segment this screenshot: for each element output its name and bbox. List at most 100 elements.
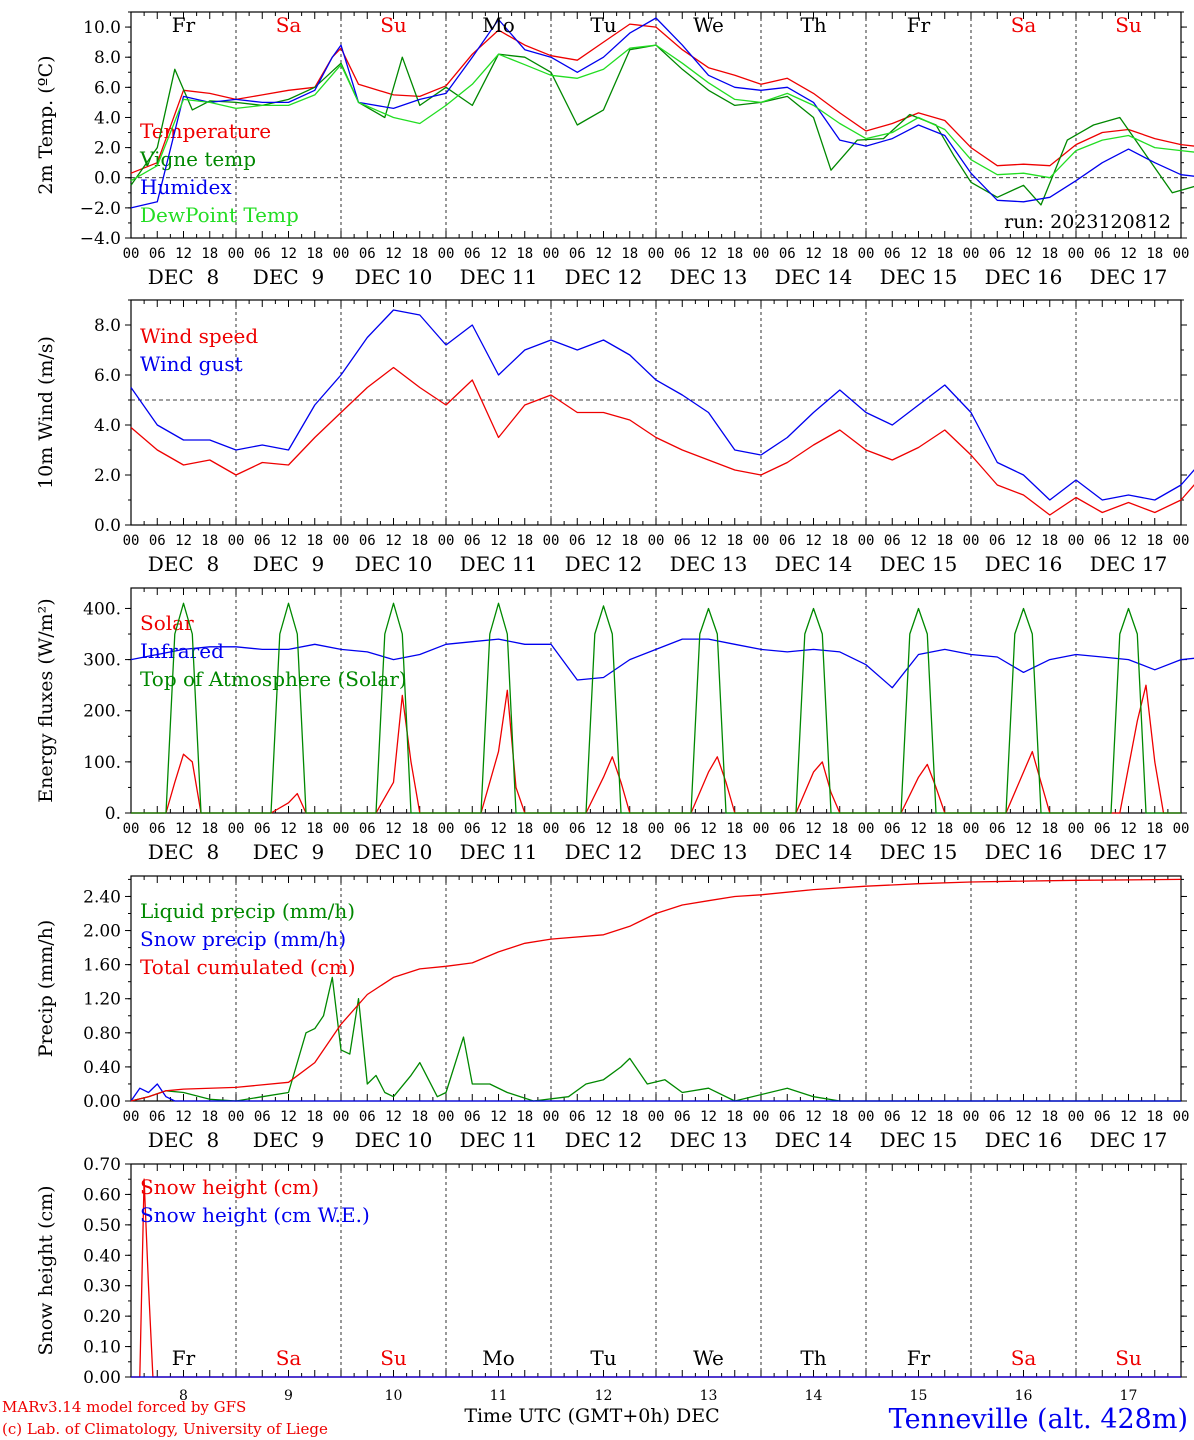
x-hour-label: 18: [621, 533, 638, 549]
x-hour-label: 00: [123, 821, 140, 837]
x-hour-label: 06: [254, 246, 271, 262]
y-axis-label: 10m Wind (m/s): [35, 336, 57, 489]
chart-panel-3: 0. 100. 200. 300. 400. Energy fluxes (W/m²) So…: [35, 587, 1194, 864]
x-hour-label: 12: [490, 246, 507, 262]
x-hour-label: 12: [385, 821, 402, 837]
x-hour-label: 12: [910, 246, 927, 262]
x-hour-label: 18: [936, 821, 953, 837]
weekday-label: Th: [800, 13, 826, 37]
x-hour-label: 00: [123, 1109, 140, 1125]
x-hour-label: 00: [1068, 246, 1085, 262]
x-hour-label: 00: [438, 246, 455, 262]
x-hour-label: 18: [411, 821, 428, 837]
x-date-label: DEC 13: [670, 840, 748, 864]
x-hour-label: 06: [149, 821, 166, 837]
x-hour-label: 06: [674, 821, 691, 837]
y-tick-label: 0.0: [94, 516, 121, 536]
x-hour-label: 12: [805, 533, 822, 549]
x-hour-label: 06: [779, 246, 796, 262]
x-hour-label: 00: [753, 246, 770, 262]
y-tick-label: 2.0: [94, 139, 121, 159]
x-hour-label: 06: [1094, 533, 1111, 549]
weekday-label: Th: [800, 1346, 826, 1370]
x-hour-label: 06: [989, 533, 1006, 549]
x-hour-label: 00: [753, 821, 770, 837]
station-title: Tenneville (alt. 428m): [889, 1404, 1188, 1435]
x-hour-label: 00: [753, 533, 770, 549]
y-tick-label: 6.0: [94, 78, 121, 98]
x-date-label: DEC 14: [775, 840, 853, 864]
series-line-dewpoint-temp: [130, 44, 1194, 182]
y-tick-label: 0.50: [83, 1216, 121, 1236]
x-hour-label: 12: [1015, 246, 1032, 262]
x-hour-label: 18: [1041, 533, 1058, 549]
x-hour-label: 06: [569, 1109, 586, 1125]
x-hour-label: 06: [779, 1109, 796, 1125]
x-hour-label: 18: [516, 821, 533, 837]
legend-entry: Total cumulated (cm): [140, 955, 356, 979]
x-date-label: DEC 8: [148, 840, 219, 864]
x-hour-label: 00: [438, 533, 455, 549]
x-hour-label: 12: [280, 533, 297, 549]
x-hour-label: 12: [805, 1109, 822, 1125]
x-date-label: DEC 12: [565, 1128, 643, 1152]
x-hour-label: 06: [1094, 1109, 1111, 1125]
x-hour-label: 12: [175, 533, 192, 549]
day-number-label: 8: [179, 1388, 188, 1404]
y-tick-label: 0.10: [83, 1338, 121, 1358]
weekday-label: Sa: [1011, 1346, 1037, 1370]
x-hour-label: 06: [674, 246, 691, 262]
x-date-label: DEC 11: [460, 840, 538, 864]
x-hour-label: 18: [621, 821, 638, 837]
x-date-label: DEC 17: [1090, 552, 1168, 576]
y-tick-label: 0.40: [83, 1246, 121, 1266]
x-date-label: DEC 15: [880, 840, 958, 864]
x-hour-label: 18: [726, 246, 743, 262]
x-hour-label: 18: [411, 533, 428, 549]
x-hour-label: 06: [569, 821, 586, 837]
legend-entry: Infrared: [140, 639, 224, 663]
x-date-label: DEC 9: [253, 552, 324, 576]
x-hour-label: 12: [175, 821, 192, 837]
x-hour-label: 00: [543, 246, 560, 262]
x-hour-label: 00: [228, 821, 245, 837]
chart-panel-5: 0.00 0.10 0.20 0.30 0.40 0.50 0.60 0.70 Snow hei…: [35, 1155, 1187, 1404]
x-hour-label: 18: [621, 246, 638, 262]
x-hour-label: 18: [201, 246, 218, 262]
y-tick-label: 0.80: [83, 1024, 121, 1044]
x-hour-label: 18: [411, 246, 428, 262]
x-hour-label: 00: [1173, 1109, 1190, 1125]
x-hour-label: 00: [438, 821, 455, 837]
day-number-label: 15: [910, 1388, 928, 1404]
x-hour-label: 00: [858, 246, 875, 262]
y-tick-label: 100.: [83, 753, 121, 773]
x-hour-label: 00: [648, 533, 665, 549]
series-line-wind-speed: [130, 366, 1194, 516]
x-date-label: DEC 10: [355, 552, 433, 576]
x-date-label: DEC 9: [253, 265, 324, 289]
x-hour-label: 06: [989, 246, 1006, 262]
x-hour-label: 18: [1041, 246, 1058, 262]
legend-entry: Snow height (cm W.E.): [140, 1203, 370, 1227]
chart-panel-4: 0.00 0.40 0.80 1.20 1.60 2.00 2.40 Precip (mm/h…: [35, 875, 1190, 1152]
x-hour-label: 06: [884, 821, 901, 837]
x-hour-label: 18: [726, 821, 743, 837]
x-date-label: DEC 16: [985, 552, 1063, 576]
x-date-label: DEC 17: [1090, 265, 1168, 289]
x-hour-label: 12: [700, 246, 717, 262]
weekday-label: Fr: [907, 1346, 931, 1370]
y-tick-label: −4.0: [80, 229, 121, 249]
copyright-credit: (c) Lab. of Climatology, University of L…: [2, 1420, 328, 1438]
y-tick-label: 2.40: [83, 887, 121, 907]
x-hour-label: 00: [1068, 533, 1085, 549]
y-tick-label: 0.: [105, 804, 121, 824]
legend-entry: Snow precip (mm/h): [140, 927, 346, 951]
x-hour-label: 18: [1146, 821, 1163, 837]
y-tick-label: 8.0: [94, 316, 121, 336]
x-hour-label: 12: [700, 1109, 717, 1125]
weekday-label: We: [693, 13, 724, 37]
x-hour-label: 12: [1120, 821, 1137, 837]
day-number-label: 17: [1120, 1388, 1138, 1404]
x-hour-label: 12: [175, 246, 192, 262]
x-hour-label: 06: [359, 821, 376, 837]
